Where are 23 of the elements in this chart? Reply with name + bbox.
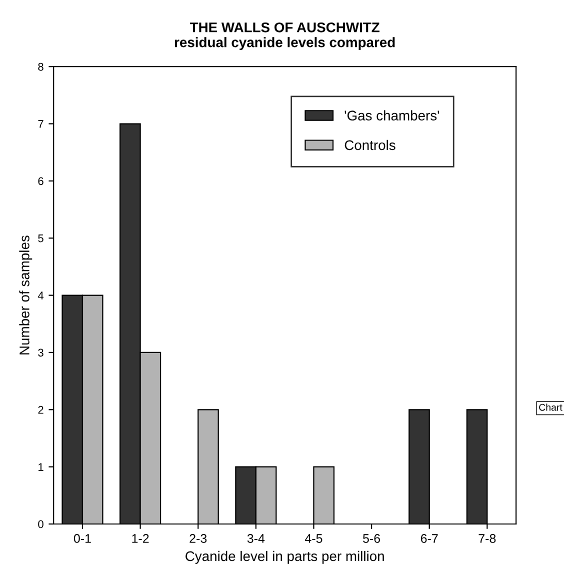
x-tick-label: 3-4 — [247, 534, 265, 543]
text: Chart — [539, 404, 562, 411]
y-tick-label: 0 — [38, 520, 44, 528]
y-axis-title: Number of samples — [19, 236, 32, 354]
x-tick-label: 0-1 — [74, 534, 91, 543]
legend-label: Controls — [344, 140, 396, 150]
x-tick-label: 5-6 — [363, 534, 380, 543]
x-tick-label: 2-3 — [190, 534, 207, 543]
legend-label: 'Gas chambers' — [344, 110, 440, 120]
x-tick-label: 7-8 — [478, 534, 496, 543]
x-axis-title: Cyanide level in parts per million — [186, 550, 384, 564]
chart-title: THE WALLS OF AUSCHWITZ residual cyanide levels compared — [174, 22, 395, 50]
x-tick-label: 6-7 — [420, 534, 438, 543]
y-tick-label: 2 — [38, 406, 44, 414]
y-tick-label: 1 — [38, 463, 44, 471]
y-tick-label: 5 — [38, 234, 44, 242]
x-tick-label: 1-2 — [132, 534, 149, 543]
y-tick-label: 3 — [38, 348, 44, 357]
y-tick-label: 8 — [38, 62, 44, 71]
y-tick-label: 6 — [38, 177, 44, 186]
y-tick-label: 4 — [38, 292, 44, 300]
y-tick-label: 7 — [38, 120, 44, 128]
x-tick-label: 4-5 — [304, 534, 322, 543]
